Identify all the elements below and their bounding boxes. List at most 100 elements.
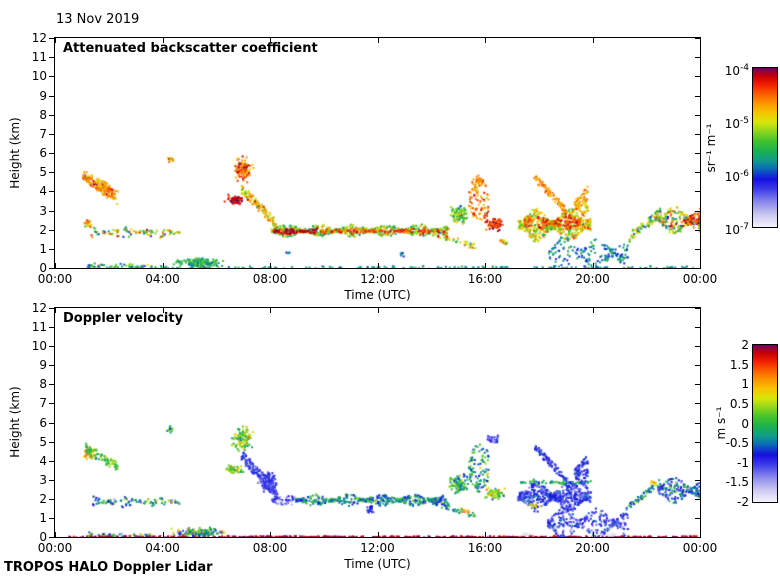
y-tick-label: 10: [31, 69, 47, 84]
colorbar-tick-label: 2: [741, 338, 749, 352]
y-tick-label: 7: [39, 126, 47, 141]
y-tick-mark: [695, 268, 700, 269]
backscatter-heatmap-canvas: [55, 38, 700, 268]
y-tick-mark: [49, 308, 54, 309]
y-tick-label: 3: [39, 203, 47, 218]
y-tick-mark: [49, 384, 54, 386]
colorbar-tick-label: 10-4: [724, 63, 749, 78]
y-tick-mark: [695, 537, 700, 538]
y-tick-mark: [695, 172, 700, 174]
x-tick-mark: [377, 308, 379, 313]
y-tick-mark: [49, 460, 54, 462]
colorbar-tick-label: 1: [741, 377, 749, 392]
backscatter-colorbar-unit-label: sr⁻¹ m⁻¹: [704, 123, 718, 173]
y-tick-label: 7: [39, 396, 47, 411]
x-tick-mark: [377, 532, 379, 537]
y-tick-label: 4: [39, 453, 47, 468]
y-tick-label: 10: [31, 339, 47, 354]
colorbar-tick-label: -0.5: [725, 436, 749, 451]
y-tick-label: 3: [39, 472, 47, 487]
y-tick-mark: [49, 327, 54, 329]
y-tick-label: 6: [39, 146, 47, 160]
y-tick-mark: [49, 172, 54, 174]
y-tick-label: 5: [39, 434, 47, 449]
y-tick-mark: [695, 76, 700, 78]
x-tick-mark: [485, 532, 486, 537]
x-tick-label: 04:00: [145, 541, 180, 555]
colorbar-tick-label: 0.5: [729, 396, 749, 411]
x-tick-label: 20:00: [575, 541, 610, 555]
x-tick-label: 16:00: [467, 541, 503, 555]
y-tick-label: 1: [39, 510, 47, 525]
x-tick-label: 00:00: [37, 272, 73, 286]
y-tick-label: 1: [39, 241, 47, 256]
x-tick-label: 16:00: [467, 272, 503, 286]
y-tick-mark: [49, 95, 54, 97]
velocity-colorbar-gradient: [753, 345, 777, 502]
y-tick-mark: [695, 346, 700, 348]
y-tick-mark: [695, 384, 700, 386]
y-tick-mark: [695, 229, 700, 231]
y-tick-mark: [49, 153, 54, 154]
x-tick-mark: [592, 532, 594, 537]
y-tick-label: 5: [39, 165, 47, 180]
x-tick-mark: [377, 263, 379, 268]
y-tick-label: 9: [39, 88, 47, 103]
y-tick-mark: [49, 441, 54, 443]
y-tick-mark: [49, 38, 54, 39]
y-tick-mark: [695, 327, 700, 329]
x-tick-mark: [592, 263, 594, 268]
x-tick-mark: [270, 38, 271, 43]
y-tick-mark: [49, 346, 54, 348]
x-tick-mark: [162, 38, 164, 43]
y-tick-mark: [695, 57, 700, 59]
y-tick-mark: [695, 441, 700, 443]
x-tick-label: 20:00: [575, 272, 610, 286]
y-tick-mark: [49, 114, 54, 116]
velocity-x-axis-label: Time (UTC): [344, 557, 411, 571]
y-tick-mark: [49, 76, 54, 78]
x-tick-mark: [485, 263, 486, 268]
y-tick-label: 11: [31, 320, 47, 335]
y-tick-mark: [49, 537, 54, 538]
x-tick-label: 12:00: [360, 272, 395, 286]
y-tick-label: 12: [31, 301, 47, 315]
x-tick-mark: [485, 308, 486, 313]
y-tick-mark: [695, 38, 700, 39]
y-tick-mark: [695, 248, 700, 250]
x-tick-mark: [592, 38, 594, 43]
colorbar-tick-label: 10-5: [724, 115, 749, 131]
y-tick-mark: [49, 210, 54, 212]
colorbar-tick-label: 10-6: [724, 169, 749, 184]
y-tick-mark: [49, 248, 54, 250]
backscatter-colorbar-gradient: [753, 68, 777, 227]
velocity-heatmap-canvas: [55, 308, 700, 537]
x-tick-mark: [270, 263, 271, 268]
date-label: 13 Nov 2019: [56, 12, 140, 27]
x-tick-mark: [55, 38, 56, 43]
colorbar-tick-label: 0: [741, 416, 749, 431]
x-tick-mark: [55, 263, 56, 268]
x-tick-mark: [270, 532, 271, 537]
x-tick-mark: [485, 38, 486, 43]
instrument-label: TROPOS HALO Doppler Lidar: [4, 560, 213, 575]
y-tick-mark: [49, 57, 54, 59]
y-tick-mark: [49, 229, 54, 231]
x-tick-mark: [377, 38, 379, 43]
y-tick-label: 8: [39, 377, 47, 392]
y-tick-mark: [695, 422, 700, 424]
y-tick-mark: [49, 517, 54, 519]
y-tick-label: 0: [39, 530, 47, 544]
y-tick-label: 8: [39, 107, 47, 122]
y-tick-label: 4: [39, 184, 47, 199]
y-tick-mark: [695, 191, 700, 193]
x-tick-mark: [162, 263, 164, 268]
backscatter-plot-area: Attenuated backscatter coefficient: [54, 37, 701, 269]
x-tick-mark: [162, 308, 164, 313]
y-tick-mark: [695, 153, 700, 154]
x-tick-label: 00:00: [37, 541, 73, 555]
y-tick-mark: [49, 365, 54, 367]
colorbar-tick-label: 1.5: [729, 357, 749, 372]
y-tick-mark: [49, 403, 54, 405]
colorbar-tick-label: 10-7: [724, 222, 749, 237]
